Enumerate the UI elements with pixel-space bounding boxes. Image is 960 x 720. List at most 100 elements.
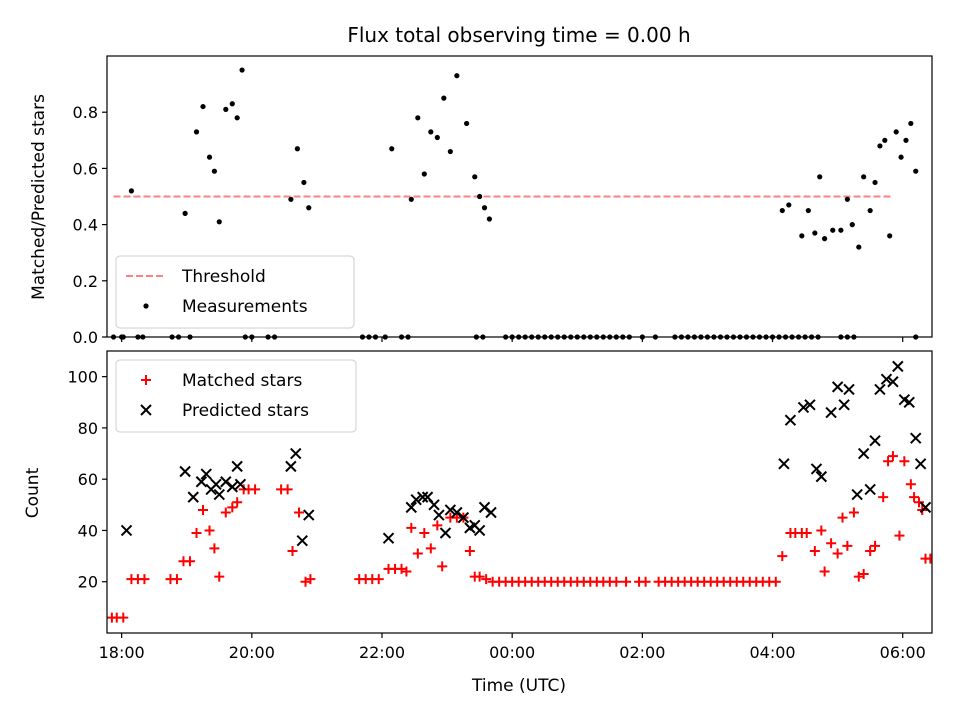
- predicted-stars-point: [200, 468, 212, 480]
- measurements-point: [882, 137, 888, 143]
- measurements-point: [428, 129, 434, 135]
- matched-stars-point: [287, 545, 298, 556]
- measurements-point: [805, 207, 811, 214]
- measurements-point: [421, 171, 427, 177]
- measurements-point: [234, 115, 240, 121]
- matched-stars-point: [305, 574, 316, 585]
- measurements-point: [211, 168, 217, 174]
- bottom-axes-count: 20 40 60 80 100 18:00 20:00 22:00 00:00 02:00 04:0…: [67, 350, 933, 662]
- top-y-tick-label: 0.2: [73, 272, 98, 291]
- measurements-point: [849, 222, 855, 228]
- legend-label-measurements: Measurements: [182, 297, 308, 317]
- top-axes-frame: [106, 55, 933, 338]
- matched-stars-point: [204, 525, 215, 536]
- predicted-stars-point: [869, 435, 881, 447]
- measurements-point: [486, 216, 492, 222]
- matched-stars-point: [464, 545, 475, 556]
- predicted-stars-point: [473, 524, 486, 537]
- matched-stars-point: [282, 484, 293, 495]
- matched-stars-point: [770, 576, 781, 587]
- bottom-y-tick-label: 100: [67, 368, 98, 387]
- measurements-point: [861, 174, 867, 180]
- measurements-point: [822, 236, 828, 242]
- predicted-stars-point: [444, 504, 457, 516]
- matched-stars-point: [209, 543, 220, 554]
- measurements-point: [294, 146, 300, 152]
- predicted-stars-point: [433, 509, 445, 521]
- matched-stars-point: [139, 574, 150, 585]
- legend-label-threshold: Threshold: [181, 267, 266, 287]
- matched-stars-point: [909, 492, 920, 503]
- measurements-point: [301, 179, 307, 186]
- predicted-stars-point: [851, 488, 863, 501]
- measurements-point: [830, 227, 836, 233]
- matched-stars-point: [474, 571, 485, 582]
- predicted-stars-point: [838, 399, 850, 411]
- matched-stars-point: [220, 507, 231, 518]
- bottom-axes-frame: [106, 350, 933, 634]
- matched-stars-point: [611, 576, 622, 587]
- top-y-tick-label: 0.6: [73, 159, 98, 178]
- top-legend: Threshold Measurements: [115, 255, 355, 329]
- legend-predicted-stars-swatch: [140, 404, 152, 416]
- x-tick-label: 02:00: [619, 643, 665, 662]
- predicted-stars-point: [874, 383, 886, 396]
- matched-stars-point: [837, 512, 848, 523]
- measurements-point: [877, 143, 883, 149]
- measurements-point: [812, 230, 818, 236]
- matched-stars-point: [373, 574, 384, 585]
- matched-stars-point: [832, 548, 843, 559]
- measurements-point: [464, 120, 470, 127]
- top-y-tick-label: 0.4: [73, 216, 98, 235]
- matched-stars-point: [848, 507, 859, 518]
- top-y-tick-label: 0.0: [73, 328, 98, 347]
- predicted-stars-point: [285, 460, 297, 473]
- measurements-point: [239, 67, 245, 73]
- predicted-stars-point: [919, 501, 932, 514]
- x-tick-label: 00:00: [489, 643, 535, 662]
- legend-measurements-swatch: [143, 303, 149, 309]
- measurements-point: [216, 219, 222, 225]
- predicted-stars-point: [231, 460, 243, 473]
- measurements-point: [223, 106, 229, 112]
- matched-stars-point: [894, 530, 905, 541]
- measurements-point: [856, 244, 862, 250]
- predicted-stars-point: [914, 458, 927, 470]
- measurements-point: [903, 137, 909, 143]
- x-tick-label: 22:00: [359, 643, 405, 662]
- matched-stars-point: [819, 566, 830, 577]
- matched-stars-point: [842, 540, 853, 551]
- matched-stars-point: [406, 522, 417, 533]
- measurements-point: [229, 101, 235, 107]
- matched-stars-point: [432, 520, 443, 531]
- measurements-point: [867, 207, 873, 214]
- matched-stars-point: [412, 548, 423, 559]
- bottom-y-tick-label: 20: [78, 573, 98, 592]
- predicted-stars-point: [213, 488, 225, 501]
- predicted-stars-point: [815, 470, 828, 483]
- bottom-y-axis-label: Count: [23, 467, 43, 518]
- matched-stars-point: [826, 538, 837, 549]
- predicted-stars-point: [797, 401, 810, 414]
- bottom-legend-box: [115, 359, 357, 433]
- measurements-point: [779, 207, 785, 214]
- x-axis-label: Time (UTC): [471, 676, 566, 696]
- bottom-legend: Matched stars Predicted stars: [115, 359, 357, 433]
- measurements-point: [206, 154, 213, 160]
- predicted-stars-point: [831, 381, 844, 393]
- measurements-point: [838, 227, 844, 233]
- predicted-stars-point: [825, 406, 837, 419]
- measurements-point: [817, 174, 823, 180]
- predicted-stars-point: [226, 481, 239, 493]
- matched-stars-point: [809, 545, 820, 556]
- predicted-stars-point: [778, 458, 790, 470]
- matched-stars-point: [621, 576, 632, 587]
- matched-stars-point: [899, 456, 910, 467]
- top-axes-ratio: 0.0 0.2 0.4 0.6 0.8 Threshold Measurements: [73, 55, 933, 347]
- measurements-point: [434, 134, 440, 141]
- measurements-point: [893, 129, 899, 135]
- legend-label-predicted-stars: Predicted stars: [182, 401, 309, 421]
- measurements-point: [415, 115, 421, 121]
- matched-stars-point: [905, 479, 916, 490]
- measurements-point: [887, 233, 893, 239]
